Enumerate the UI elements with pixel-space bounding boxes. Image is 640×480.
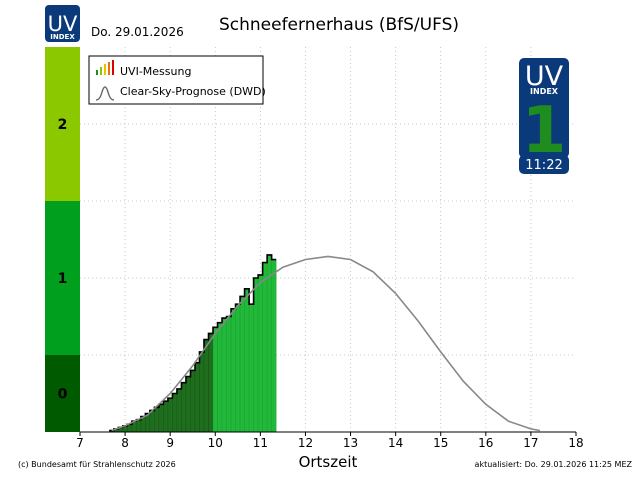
measurement-bar <box>271 259 277 433</box>
badge-sub: INDEX <box>530 87 559 96</box>
uvi-band-label: 0 <box>58 387 68 403</box>
x-tick-label: 8 <box>121 436 129 450</box>
measurement-bar <box>194 362 200 433</box>
x-tick-label: 17 <box>523 436 538 450</box>
measurement-bar <box>244 288 250 433</box>
measurement-bar <box>190 370 196 433</box>
measurement-bar <box>248 303 254 433</box>
x-tick-label: 14 <box>388 436 403 450</box>
x-tick-label: 10 <box>208 436 223 450</box>
measurement-bar <box>199 351 205 433</box>
badge-time-background <box>519 155 569 174</box>
uvi-bands: 0 1 2 <box>45 47 80 432</box>
badge-time: 11:22 <box>525 158 562 173</box>
uv-logo-background <box>45 5 80 42</box>
legend-measurement: UVI-Messung <box>120 65 191 78</box>
plot-area <box>80 47 576 432</box>
measurement-bar <box>221 317 227 433</box>
uvi-band-1 <box>45 201 80 355</box>
copyright: (c) Bundesamt für Strahlenschutz 2026 <box>18 460 176 469</box>
measurement-bar <box>208 333 214 433</box>
x-axis-label: Ortszeit <box>299 453 358 471</box>
x-tick-label: 18 <box>568 436 583 450</box>
uvi-band-2 <box>45 47 80 201</box>
x-ticks: 7 8 9 10 11 12 13 14 15 16 17 18 <box>76 432 584 450</box>
measurement-bar <box>262 262 268 433</box>
uvi-band-label: 2 <box>58 117 68 133</box>
measurement-bar <box>266 254 272 433</box>
uvi-band-label: 1 <box>58 271 68 287</box>
legend: UVI-Messung Clear-Sky-Prognose (DWD) <box>88 55 266 105</box>
x-tick-label: 13 <box>343 436 358 450</box>
x-tick-label: 11 <box>253 436 268 450</box>
measurement-bar <box>212 327 218 433</box>
uvi-band-0 <box>45 355 80 432</box>
measurement-bar <box>163 401 169 433</box>
uv-logo: UV INDEX <box>45 5 80 42</box>
forecast-legend-icon <box>95 86 115 101</box>
uv-logo-bottom: INDEX <box>50 33 75 41</box>
badge-background <box>519 58 569 158</box>
measurement-bar <box>217 322 223 433</box>
uv-index-badge: UV INDEX 1 11:22 <box>519 58 569 174</box>
measurement-bar <box>167 397 173 433</box>
measurement-bar <box>230 308 236 433</box>
measurement-bar <box>235 303 241 433</box>
x-tick-label: 9 <box>166 436 174 450</box>
badge-top: UV <box>525 61 564 92</box>
uv-logo-top: UV <box>48 12 78 36</box>
updated-timestamp: aktualisiert: Do. 29.01.2026 11:25 MEZ <box>475 460 633 469</box>
measurement-bar <box>158 404 164 433</box>
x-tick-label: 15 <box>433 436 448 450</box>
measurement-bar <box>257 274 263 433</box>
measurement-bar <box>203 339 209 433</box>
measurement-bar <box>185 376 191 433</box>
measurement-legend-icon <box>96 60 114 75</box>
measurement-bar <box>226 316 232 433</box>
measurement-bar <box>181 382 187 433</box>
measurement-bar <box>176 388 182 433</box>
legend-box <box>88 55 264 105</box>
measurement-bar <box>172 393 178 433</box>
legend-forecast: Clear-Sky-Prognose (DWD) <box>120 85 266 98</box>
x-tick-label: 16 <box>478 436 493 450</box>
x-tick-label: 12 <box>298 436 313 450</box>
chart-title: Schneefernerhaus (BfS/UFS) <box>219 15 459 35</box>
measurement-bar <box>239 296 245 433</box>
x-tick-label: 7 <box>76 436 84 450</box>
forecast-line <box>111 255 541 432</box>
date-label: Do. 29.01.2026 <box>91 25 184 39</box>
